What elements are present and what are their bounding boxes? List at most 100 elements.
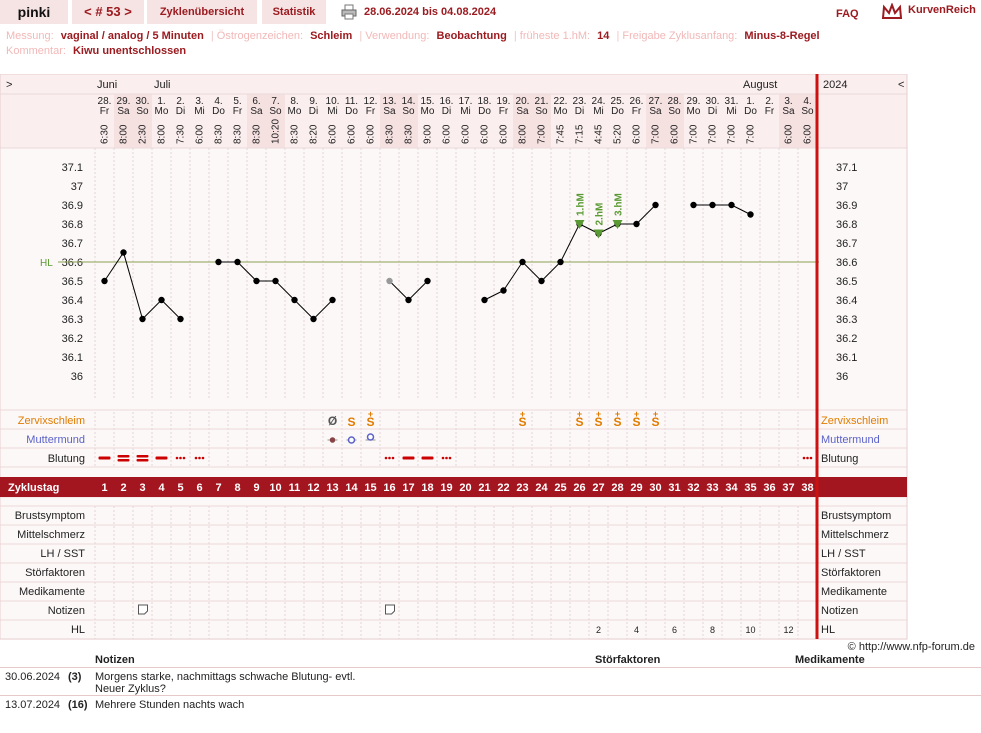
temperature-point: [177, 315, 184, 323]
date-label: 16.: [440, 96, 454, 107]
weekend-column: [665, 94, 684, 148]
date-label: 14.: [402, 96, 416, 107]
cycle-settings: Messung: vaginal / analog / 5 Minuten | …: [6, 30, 820, 42]
cycle-day-number: 36: [763, 482, 775, 494]
temperature-point: [538, 277, 545, 285]
cycle-day-number: 15: [364, 482, 376, 494]
lower-rows-bg: [0, 500, 907, 640]
weekend-column: [646, 94, 665, 148]
row-label-cervical-mucus: Zervixschleim: [18, 415, 85, 427]
date-label: 21.: [535, 96, 549, 107]
time-label: 7:30: [176, 124, 187, 144]
temperature-line-segment: [503, 261, 523, 291]
tab-statistics[interactable]: Statistik: [262, 0, 326, 24]
mucus-mark: Ø: [328, 414, 337, 428]
date-label: 2.: [176, 96, 184, 107]
bleeding-dot: [182, 456, 186, 460]
date-label: 9.: [309, 96, 317, 107]
time-label: 6:30: [100, 124, 111, 144]
use-value: Beobachtung: [436, 30, 507, 42]
release-value: Minus-8-Regel: [744, 30, 820, 42]
mucus-mark: S: [613, 415, 621, 429]
date-label: 29.: [687, 96, 701, 107]
date-label: 31.: [725, 96, 739, 107]
y-tick-label-right: 36: [836, 371, 848, 383]
time-label: 4:45: [594, 124, 605, 144]
cycle-day-number: 23: [516, 482, 528, 494]
bleeding-mark: [117, 455, 130, 458]
y-tick-label: 36.9: [62, 200, 83, 212]
tab-cycle-overview[interactable]: Zyklenübersicht: [147, 0, 257, 24]
cervix-mark: [347, 436, 356, 444]
temperature-line-segment: [313, 299, 333, 320]
printer-icon[interactable]: [341, 4, 357, 20]
y-tick-label: 36.8: [62, 219, 83, 231]
bleeding-mark: [98, 456, 111, 460]
row-label-bleeding: Blutung: [48, 453, 85, 465]
note-icon: [138, 604, 148, 615]
date-label: 13.: [383, 96, 397, 107]
higher-measurement-label: 2.hM: [595, 203, 606, 226]
y-tick-label: 36.5: [62, 276, 83, 288]
temperature-point: [633, 220, 640, 228]
date-label: 2.: [765, 96, 773, 107]
cycle-day-number: 8: [234, 482, 240, 494]
time-label: 5:20: [613, 124, 624, 144]
faq-link[interactable]: FAQ: [836, 8, 859, 20]
time-label: 6:00: [803, 124, 814, 144]
temperature-line-segment: [123, 252, 143, 320]
temperature-line-segment: [541, 261, 561, 282]
mucus-plus-mark: +: [577, 409, 582, 419]
cycle-day-number: 3: [139, 482, 145, 494]
mucus-mark: S: [366, 415, 374, 429]
y-tick-label: 36.4: [62, 295, 83, 307]
temperature-line-segment: [237, 261, 257, 282]
cycle-selector[interactable]: < # 53 >: [72, 0, 144, 24]
time-label: 7:00: [689, 124, 700, 144]
cycle-day-number: 9: [253, 482, 259, 494]
temperature-point: [709, 201, 716, 209]
cycle-day-number: 33: [706, 482, 718, 494]
cycle-day-number: 29: [630, 482, 642, 494]
month-label: 2024: [823, 79, 847, 91]
month-label: Juli: [154, 79, 171, 91]
weekday-label: Sa: [782, 106, 795, 117]
weekday-label: Di: [442, 106, 451, 117]
mucus-plus-mark: +: [368, 409, 373, 419]
brand-logo[interactable]: KurvenReich: [908, 4, 976, 16]
cycle-day-number: 38: [801, 482, 813, 494]
time-label: 6:00: [366, 124, 377, 144]
y-tick-label-right: 37: [836, 181, 848, 193]
cycle-day-number: 25: [554, 482, 566, 494]
bleeding-dot: [179, 456, 182, 460]
time-label: 8:00: [518, 124, 529, 144]
date-label: 25.: [611, 96, 625, 107]
temperature-line-segment: [275, 280, 295, 301]
cycle-day-number: 1: [101, 482, 107, 494]
note-date: 13.07.2024: [5, 699, 61, 711]
time-label: 7:00: [651, 124, 662, 144]
time-label: 6:00: [632, 124, 643, 144]
weekday-label: Do: [478, 106, 491, 117]
date-label: 30.: [706, 96, 720, 107]
cycle-day-number: 24: [535, 482, 548, 494]
date-label: 7.: [271, 96, 279, 107]
time-label: 9:00: [423, 124, 434, 144]
credit-link[interactable]: © http://www.nfp-forum.de: [847, 641, 975, 653]
time-label: 8:30: [252, 124, 263, 144]
weekday-label: Fr: [100, 106, 110, 117]
time-label: 6:00: [499, 124, 510, 144]
mucus-mark: S: [651, 415, 659, 429]
row-label-mittelschmerz: Mittelschmerz: [17, 529, 85, 541]
mucus-mark: S: [632, 415, 640, 429]
weekday-label: Mi: [194, 106, 205, 117]
temperature-line-segment: [294, 299, 314, 320]
cycle-day-number: 12: [307, 482, 319, 494]
mucus-mark: S: [575, 415, 583, 429]
time-label: 6:00: [195, 124, 206, 144]
mucus-mark: S: [594, 415, 602, 429]
estrogen-value: Schleim: [310, 30, 353, 42]
cycle-day-number: 21: [478, 482, 490, 494]
bleeding-mark: [136, 455, 149, 458]
cycle-day-number: 20: [459, 482, 471, 494]
